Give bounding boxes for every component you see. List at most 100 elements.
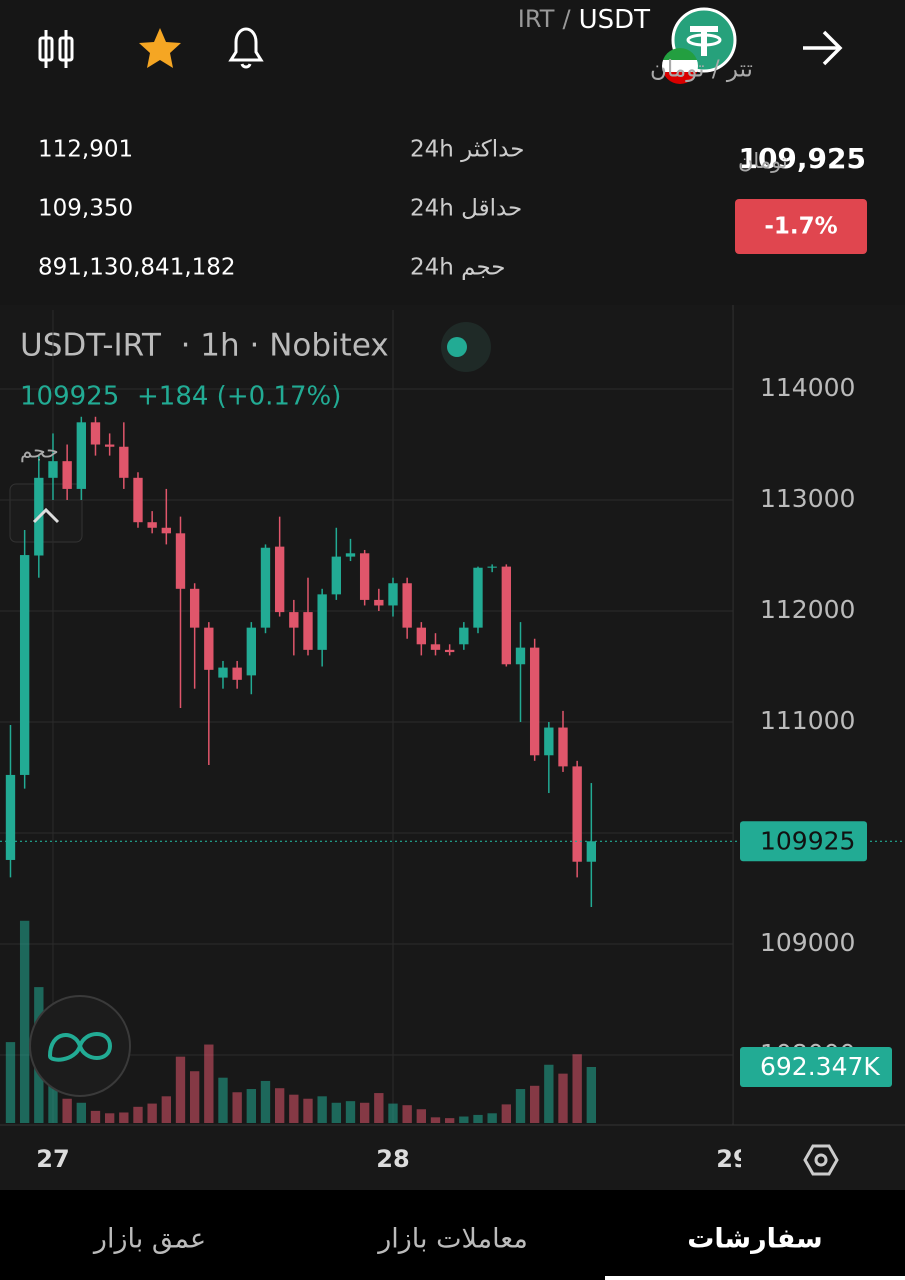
- candle-body: [586, 841, 597, 862]
- candle-body: [175, 533, 186, 589]
- candle-body: [232, 667, 242, 680]
- volume-bar: [572, 1054, 582, 1123]
- candle-body: [544, 727, 554, 756]
- x-tick-label: 28: [376, 1145, 409, 1173]
- candle-body: [459, 627, 469, 645]
- volume-bar: [189, 1071, 200, 1123]
- bell-icon[interactable]: [228, 27, 264, 69]
- y-tick-label: 113000: [760, 484, 855, 513]
- pair: IRT / USDT: [518, 5, 650, 35]
- y-tick-label: 111000: [760, 706, 855, 735]
- stat-label: حداکثر 24h: [410, 137, 524, 163]
- candle-body: [303, 612, 313, 650]
- volume-bar: [402, 1105, 412, 1123]
- last-price-label: 109925: [760, 826, 855, 855]
- candle-body: [515, 647, 526, 665]
- volume-bar: [76, 1102, 86, 1123]
- tab[interactable]: معاملات بازار: [376, 1224, 528, 1255]
- candle-body: [430, 644, 441, 650]
- stat-value: 891,130,841,182: [38, 255, 236, 281]
- collapse-button[interactable]: [9, 483, 83, 543]
- volume-bar: [374, 1093, 384, 1123]
- volume-bar: [345, 1101, 356, 1123]
- x-tick-label: 29: [716, 1145, 749, 1173]
- price-unit: تومان: [738, 149, 788, 173]
- volume-bar: [529, 1085, 540, 1123]
- volume-bar: [90, 1110, 101, 1123]
- volume-bar: [317, 1096, 327, 1123]
- candle-body: [558, 727, 568, 767]
- candle-body: [90, 422, 101, 445]
- volume-title: حجم: [20, 439, 59, 463]
- volume-bar: [487, 1113, 497, 1123]
- volume-bar: [147, 1103, 157, 1123]
- change: -1.7%: [764, 214, 837, 240]
- x-tick-label: 27: [36, 1145, 69, 1173]
- star-icon[interactable]: [139, 28, 181, 68]
- volume-bar: [161, 1096, 171, 1123]
- candle-body: [274, 546, 285, 613]
- candle-body: [317, 594, 327, 650]
- volume-bar: [544, 1064, 554, 1123]
- legend-close: 109925: [20, 382, 119, 412]
- x-labels: 27 28 29: [36, 1145, 749, 1173]
- legend-change: +184 (+0.17%): [137, 382, 341, 412]
- change-badge: [735, 199, 867, 254]
- volume-bar: [204, 1044, 214, 1123]
- volume-bar: [104, 1113, 115, 1123]
- volume-bar: [218, 1077, 228, 1123]
- candle-body: [359, 553, 370, 600]
- candle-body: [76, 422, 86, 489]
- stat-value: 109,350: [38, 196, 133, 222]
- candle-body: [473, 567, 483, 628]
- candles-icon[interactable]: [38, 30, 74, 68]
- candle-body: [204, 627, 214, 670]
- candle-body: [62, 461, 72, 489]
- volume-bar: [473, 1114, 483, 1123]
- active-tab-indicator: [605, 1276, 905, 1280]
- candle-body: [388, 583, 398, 606]
- y-tick-label: 109000: [760, 928, 855, 957]
- candle-body: [147, 522, 157, 528]
- volume-bar: [303, 1098, 313, 1123]
- candle-body: [218, 667, 228, 678]
- candle-body: [444, 649, 455, 653]
- tab[interactable]: عمق بازار: [92, 1224, 206, 1255]
- candle-body: [133, 477, 143, 523]
- volume-bar: [289, 1094, 299, 1123]
- candle-body: [501, 566, 512, 665]
- stat-label: حجم 24h: [410, 255, 506, 281]
- candle-body: [529, 647, 540, 756]
- volume-bar: [416, 1109, 427, 1123]
- candle-body: [189, 588, 200, 628]
- pair-sep: /: [562, 5, 571, 33]
- candle-body: [260, 547, 271, 628]
- chart-title: USDT-IRT · 1h · Nobitex: [20, 328, 389, 364]
- forward-arrow[interactable]: [803, 30, 843, 66]
- volume-bar: [133, 1106, 143, 1123]
- volume-bar: [246, 1089, 256, 1123]
- candle-body: [246, 627, 256, 676]
- chart-background: [0, 305, 905, 1190]
- iran-flag: [662, 48, 698, 84]
- volume-bar: [5, 1042, 16, 1123]
- tab[interactable]: سفارشات: [687, 1224, 823, 1255]
- candle-body: [19, 555, 30, 775]
- volume-bar: [260, 1080, 271, 1123]
- volume-bar: [444, 1118, 455, 1123]
- candle-body: [161, 527, 171, 534]
- stat-value: 112,901: [38, 137, 133, 163]
- candle-body: [119, 446, 129, 478]
- settings-icon[interactable]: [803, 1144, 839, 1176]
- volume-bar: [62, 1098, 72, 1123]
- volume-bar: [232, 1092, 242, 1123]
- y-tick-label: 114000: [760, 373, 855, 402]
- volume-label: 692.347K: [760, 1052, 880, 1081]
- price: 109,925: [738, 142, 866, 175]
- candle-body: [416, 627, 427, 645]
- y-tick-label: 112000: [760, 595, 855, 624]
- candle-body: [374, 599, 384, 606]
- volume-badge: [740, 1046, 892, 1087]
- volume-bar: [459, 1116, 469, 1123]
